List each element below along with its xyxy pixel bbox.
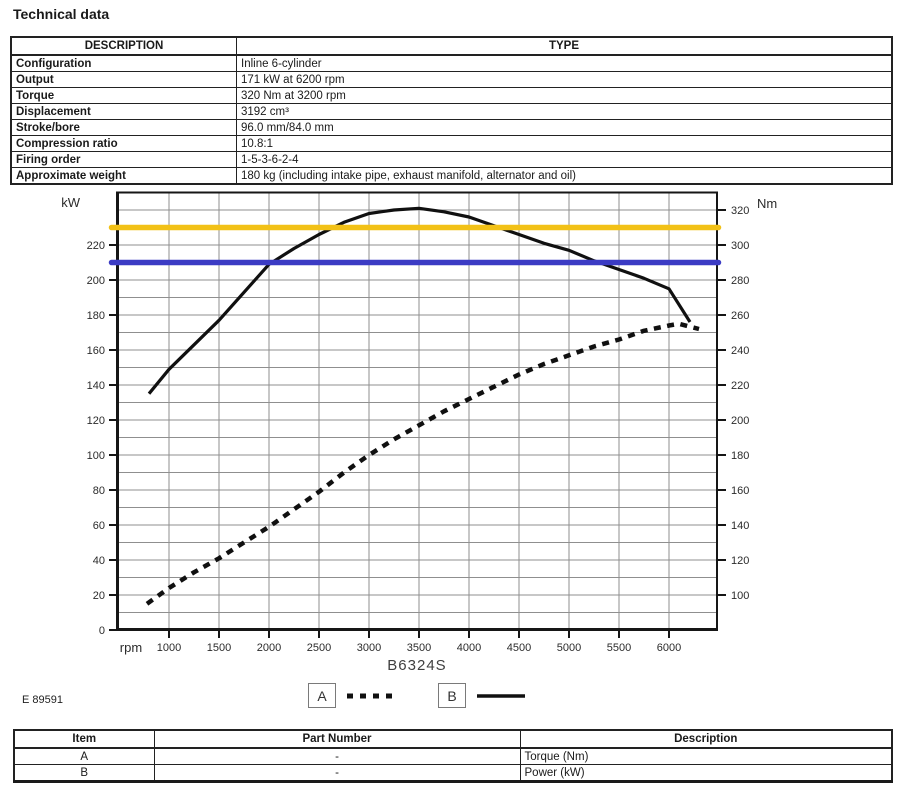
svg-text:280: 280 [731, 275, 749, 287]
svg-text:80: 80 [93, 485, 105, 497]
spec-cell-3-0: Displacement [10, 103, 237, 120]
svg-text:120: 120 [731, 555, 749, 567]
chart-title: B6324S [387, 657, 447, 674]
svg-text:200: 200 [87, 275, 105, 287]
svg-text:5000: 5000 [557, 642, 581, 654]
svg-text:0: 0 [99, 625, 105, 637]
rpm-axis-ticks-and-labels: 1000 1500 2000 2500 3000 3500 4000 4500 5000 5500… [157, 630, 681, 654]
figure-reference: E 89591 [22, 694, 63, 706]
svg-text:6000: 6000 [657, 642, 681, 654]
spec-row-1: Output 171 kW at 6200 rpm [10, 71, 893, 88]
svg-text:2000: 2000 [257, 642, 281, 654]
svg-text:4500: 4500 [507, 642, 531, 654]
spec-row-3: Displacement 3192 cm³ [10, 103, 893, 120]
svg-text:kW: kW [61, 195, 81, 210]
svg-text:20: 20 [93, 590, 105, 602]
svg-text:1500: 1500 [207, 642, 231, 654]
svg-text:2500: 2500 [307, 642, 331, 654]
items-cell-1-1: - [153, 764, 521, 782]
legend-dashed-sample [347, 693, 395, 698]
svg-text:3500: 3500 [407, 642, 431, 654]
items-cell-0-2: Torque (Nm) [519, 747, 893, 765]
svg-text:180: 180 [731, 450, 749, 462]
page-title: Technical data [13, 6, 110, 22]
svg-text:120: 120 [87, 415, 105, 427]
spec-cell-1-1: 171 kW at 6200 rpm [236, 71, 893, 88]
items-row-1: B - Power (kW) [13, 764, 893, 782]
svg-text:260: 260 [731, 310, 749, 322]
svg-text:180: 180 [87, 310, 105, 322]
svg-text:40: 40 [93, 555, 105, 567]
spec-cell-7-1: 180 kg (including intake pipe, exhaust m… [236, 167, 893, 185]
spec-cell-0-1: Inline 6-cylinder [236, 54, 893, 72]
spec-cell-7-0: Approximate weight [10, 167, 237, 185]
svg-text:1000: 1000 [157, 642, 181, 654]
spec-cell-3-1: 3192 cm³ [236, 103, 893, 120]
items-table: Item Part Number Description A - Torque (N… [13, 729, 893, 783]
items-header-item: Item [13, 729, 155, 749]
spec-row-4: Stroke/bore 96.0 mm/84.0 mm [10, 119, 893, 136]
plot-frame [116, 191, 718, 631]
series-a-curve [145, 321, 700, 606]
svg-text:3000: 3000 [357, 642, 381, 654]
svg-text:Nm: Nm [757, 196, 777, 211]
spec-cell-2-1: 320 Nm at 3200 rpm [236, 87, 893, 104]
spec-header-type: TYPE [236, 36, 893, 56]
spec-header-description: DESCRIPTION [10, 36, 237, 56]
spec-cell-6-1: 1-5-3-6-2-4 [236, 151, 893, 168]
spec-cell-6-0: Firing order [10, 151, 237, 168]
svg-text:5500: 5500 [607, 642, 631, 654]
svg-text:60: 60 [93, 520, 105, 532]
spec-row-6: Firing order 1-5-3-6-2-4 [10, 151, 893, 168]
legend-solid-sample [477, 693, 525, 698]
v-gridlines [168, 192, 670, 630]
items-cell-0-1: - [153, 747, 521, 765]
kw-axis-ticks-and-labels: 0 20 40 60 80 100 120 140 160 180 200 220 [87, 240, 117, 637]
spec-cell-5-0: Compression ratio [10, 135, 237, 152]
svg-text:220: 220 [87, 240, 105, 252]
nm-axis-ticks-and-labels: 100 120 140 160 180 200 220 240 260 280 300 320 [717, 205, 749, 602]
svg-text:300: 300 [731, 240, 749, 252]
items-row-0: A - Torque (Nm) [13, 747, 893, 765]
svg-text:220: 220 [731, 380, 749, 392]
svg-text:200: 200 [731, 415, 749, 427]
svg-text:140: 140 [87, 380, 105, 392]
legend-key-a: A [308, 683, 336, 708]
spec-table: DESCRIPTION TYPE Configuration Inline 6-c… [10, 36, 893, 185]
spec-row-5: Compression ratio 10.8:1 [10, 135, 893, 152]
items-cell-1-0: B [13, 764, 155, 782]
spec-cell-0-0: Configuration [10, 54, 237, 72]
items-cell-1-2: Power (kW) [519, 764, 893, 782]
items-cell-0-0: A [13, 747, 155, 765]
engine-performance-chart: 0204060801001201401601802002201001201401… [61, 191, 777, 655]
svg-text:240: 240 [731, 345, 749, 357]
spec-row-7: Approximate weight 180 kg (including inta… [10, 167, 893, 185]
svg-text:140: 140 [731, 520, 749, 532]
svg-text:100: 100 [731, 590, 749, 602]
legend-item-a: A [308, 683, 396, 708]
spec-cell-2-0: Torque [10, 87, 237, 104]
svg-text:4000: 4000 [457, 642, 481, 654]
svg-text:160: 160 [87, 345, 105, 357]
axis-unit-labels: kW Nm rpm [61, 195, 777, 655]
spec-cell-4-1: 96.0 mm/84.0 mm [236, 119, 893, 136]
spec-cell-4-0: Stroke/bore [10, 119, 237, 136]
svg-text:100: 100 [87, 450, 105, 462]
spec-row-0: Configuration Inline 6-cylinder [10, 54, 893, 72]
items-header-part-number: Part Number [153, 729, 521, 749]
legend-key-b: B [438, 683, 466, 708]
svg-text:160: 160 [731, 485, 749, 497]
svg-text:320: 320 [731, 205, 749, 217]
h-gridlines [117, 209, 717, 613]
legend-item-b: B [438, 683, 526, 708]
spec-cell-1-0: Output [10, 71, 237, 88]
spec-cell-5-1: 10.8:1 [236, 135, 893, 152]
svg-text:rpm: rpm [120, 640, 142, 655]
spec-row-2: Torque 320 Nm at 3200 rpm [10, 87, 893, 104]
items-header-description: Description [519, 729, 893, 749]
chart-legend: A B [308, 683, 526, 708]
